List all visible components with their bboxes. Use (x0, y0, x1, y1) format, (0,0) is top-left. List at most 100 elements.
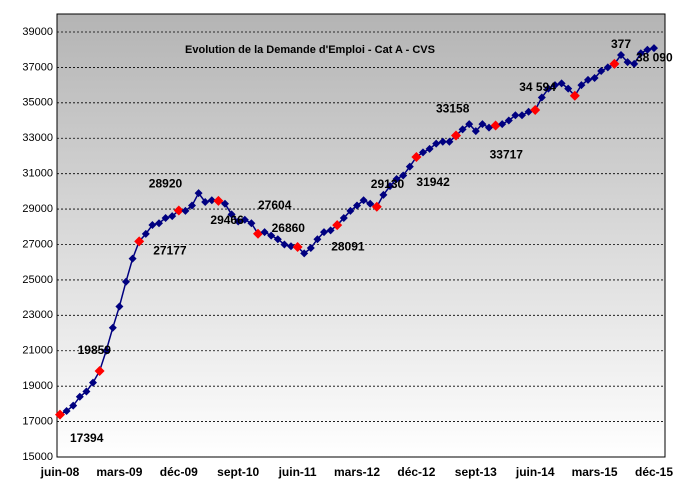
x-tick-label: déc-12 (397, 465, 435, 479)
data-label: 31942 (416, 175, 450, 189)
y-tick-label: 31000 (22, 168, 53, 180)
marker (498, 120, 507, 129)
marker (465, 120, 474, 129)
marker (280, 240, 289, 249)
marker (75, 392, 84, 401)
marker (313, 235, 322, 244)
marker (353, 201, 361, 210)
marker (584, 75, 592, 84)
marker (161, 213, 170, 222)
marker (425, 144, 434, 153)
highlight-marker (411, 151, 422, 162)
marker (617, 51, 625, 60)
marker (590, 74, 599, 83)
marker (603, 63, 612, 72)
marker (260, 228, 269, 237)
y-tick-label: 29000 (22, 203, 53, 215)
marker (445, 137, 454, 146)
highlight-marker (371, 201, 382, 212)
highlight-marker (332, 220, 343, 231)
marker (511, 111, 520, 120)
highlight-marker (173, 205, 184, 216)
x-tick-label: sept-13 (455, 465, 497, 479)
y-tick-label: 25000 (22, 274, 53, 286)
y-tick-label: 33000 (22, 132, 53, 144)
marker (458, 125, 467, 134)
highlight-marker (490, 120, 501, 131)
marker (518, 111, 526, 120)
marker (504, 116, 513, 125)
marker (122, 277, 130, 286)
marker (287, 242, 295, 251)
marker (128, 254, 137, 263)
marker (366, 199, 375, 208)
marker (207, 196, 216, 205)
marker (155, 219, 163, 228)
marker (108, 323, 117, 332)
marker (551, 81, 559, 90)
marker (306, 244, 315, 253)
marker (273, 235, 282, 244)
marker (564, 84, 573, 93)
marker (339, 213, 348, 222)
marker (69, 401, 78, 410)
y-tick-label: 37000 (22, 61, 53, 73)
marker (379, 190, 388, 199)
marker (188, 201, 196, 210)
marker (148, 221, 157, 230)
highlight-marker (55, 409, 65, 420)
x-tick-label: déc-15 (635, 465, 673, 479)
data-label: 19859 (78, 343, 112, 357)
data-label: 377 (611, 37, 631, 51)
y-tick-label: 15000 (22, 451, 53, 463)
marker (399, 171, 408, 180)
x-tick-label: sept-10 (217, 465, 259, 479)
marker (597, 66, 606, 75)
marker (267, 231, 276, 240)
x-tick-label: déc-09 (160, 465, 198, 479)
y-tick-label: 35000 (22, 97, 53, 109)
y-tick-label: 27000 (22, 238, 53, 250)
marker (438, 137, 447, 146)
data-label: 26860 (272, 221, 306, 235)
marker (650, 44, 658, 53)
data-label: 27604 (258, 198, 292, 212)
x-tick-label: mars-12 (334, 465, 380, 479)
data-label: 34 594 (519, 80, 556, 94)
highlight-marker (530, 105, 541, 116)
data-label: 17394 (70, 431, 104, 445)
plot-area (56, 13, 666, 458)
marker (227, 210, 236, 219)
marker (419, 148, 427, 157)
marker (221, 199, 229, 208)
y-tick-label: 23000 (22, 309, 53, 321)
marker (630, 59, 639, 68)
marker (386, 182, 394, 191)
marker (544, 84, 553, 93)
marker (636, 49, 645, 58)
marker (168, 212, 177, 221)
highlight-marker (451, 130, 461, 141)
chart-title: Evolution de la Demande d'Emploi - Cat A… (185, 44, 435, 56)
marker (234, 217, 243, 226)
marker (643, 45, 652, 54)
highlight-marker (292, 241, 303, 252)
marker (181, 206, 190, 215)
marker (432, 139, 441, 148)
y-tick-label: 39000 (22, 26, 53, 38)
data-label: 28091 (331, 239, 365, 253)
marker (478, 120, 487, 129)
marker (623, 58, 632, 67)
data-label: 28920 (149, 177, 183, 191)
marker (300, 249, 309, 258)
data-label: 33717 (490, 148, 524, 162)
marker (62, 406, 71, 415)
marker (471, 127, 480, 136)
x-tick-label: juin-14 (515, 465, 555, 479)
y-tick-label: 21000 (22, 345, 53, 357)
marker (320, 228, 328, 237)
marker (346, 206, 355, 215)
x-tick-label: juin-08 (40, 465, 80, 479)
marker (577, 81, 586, 90)
